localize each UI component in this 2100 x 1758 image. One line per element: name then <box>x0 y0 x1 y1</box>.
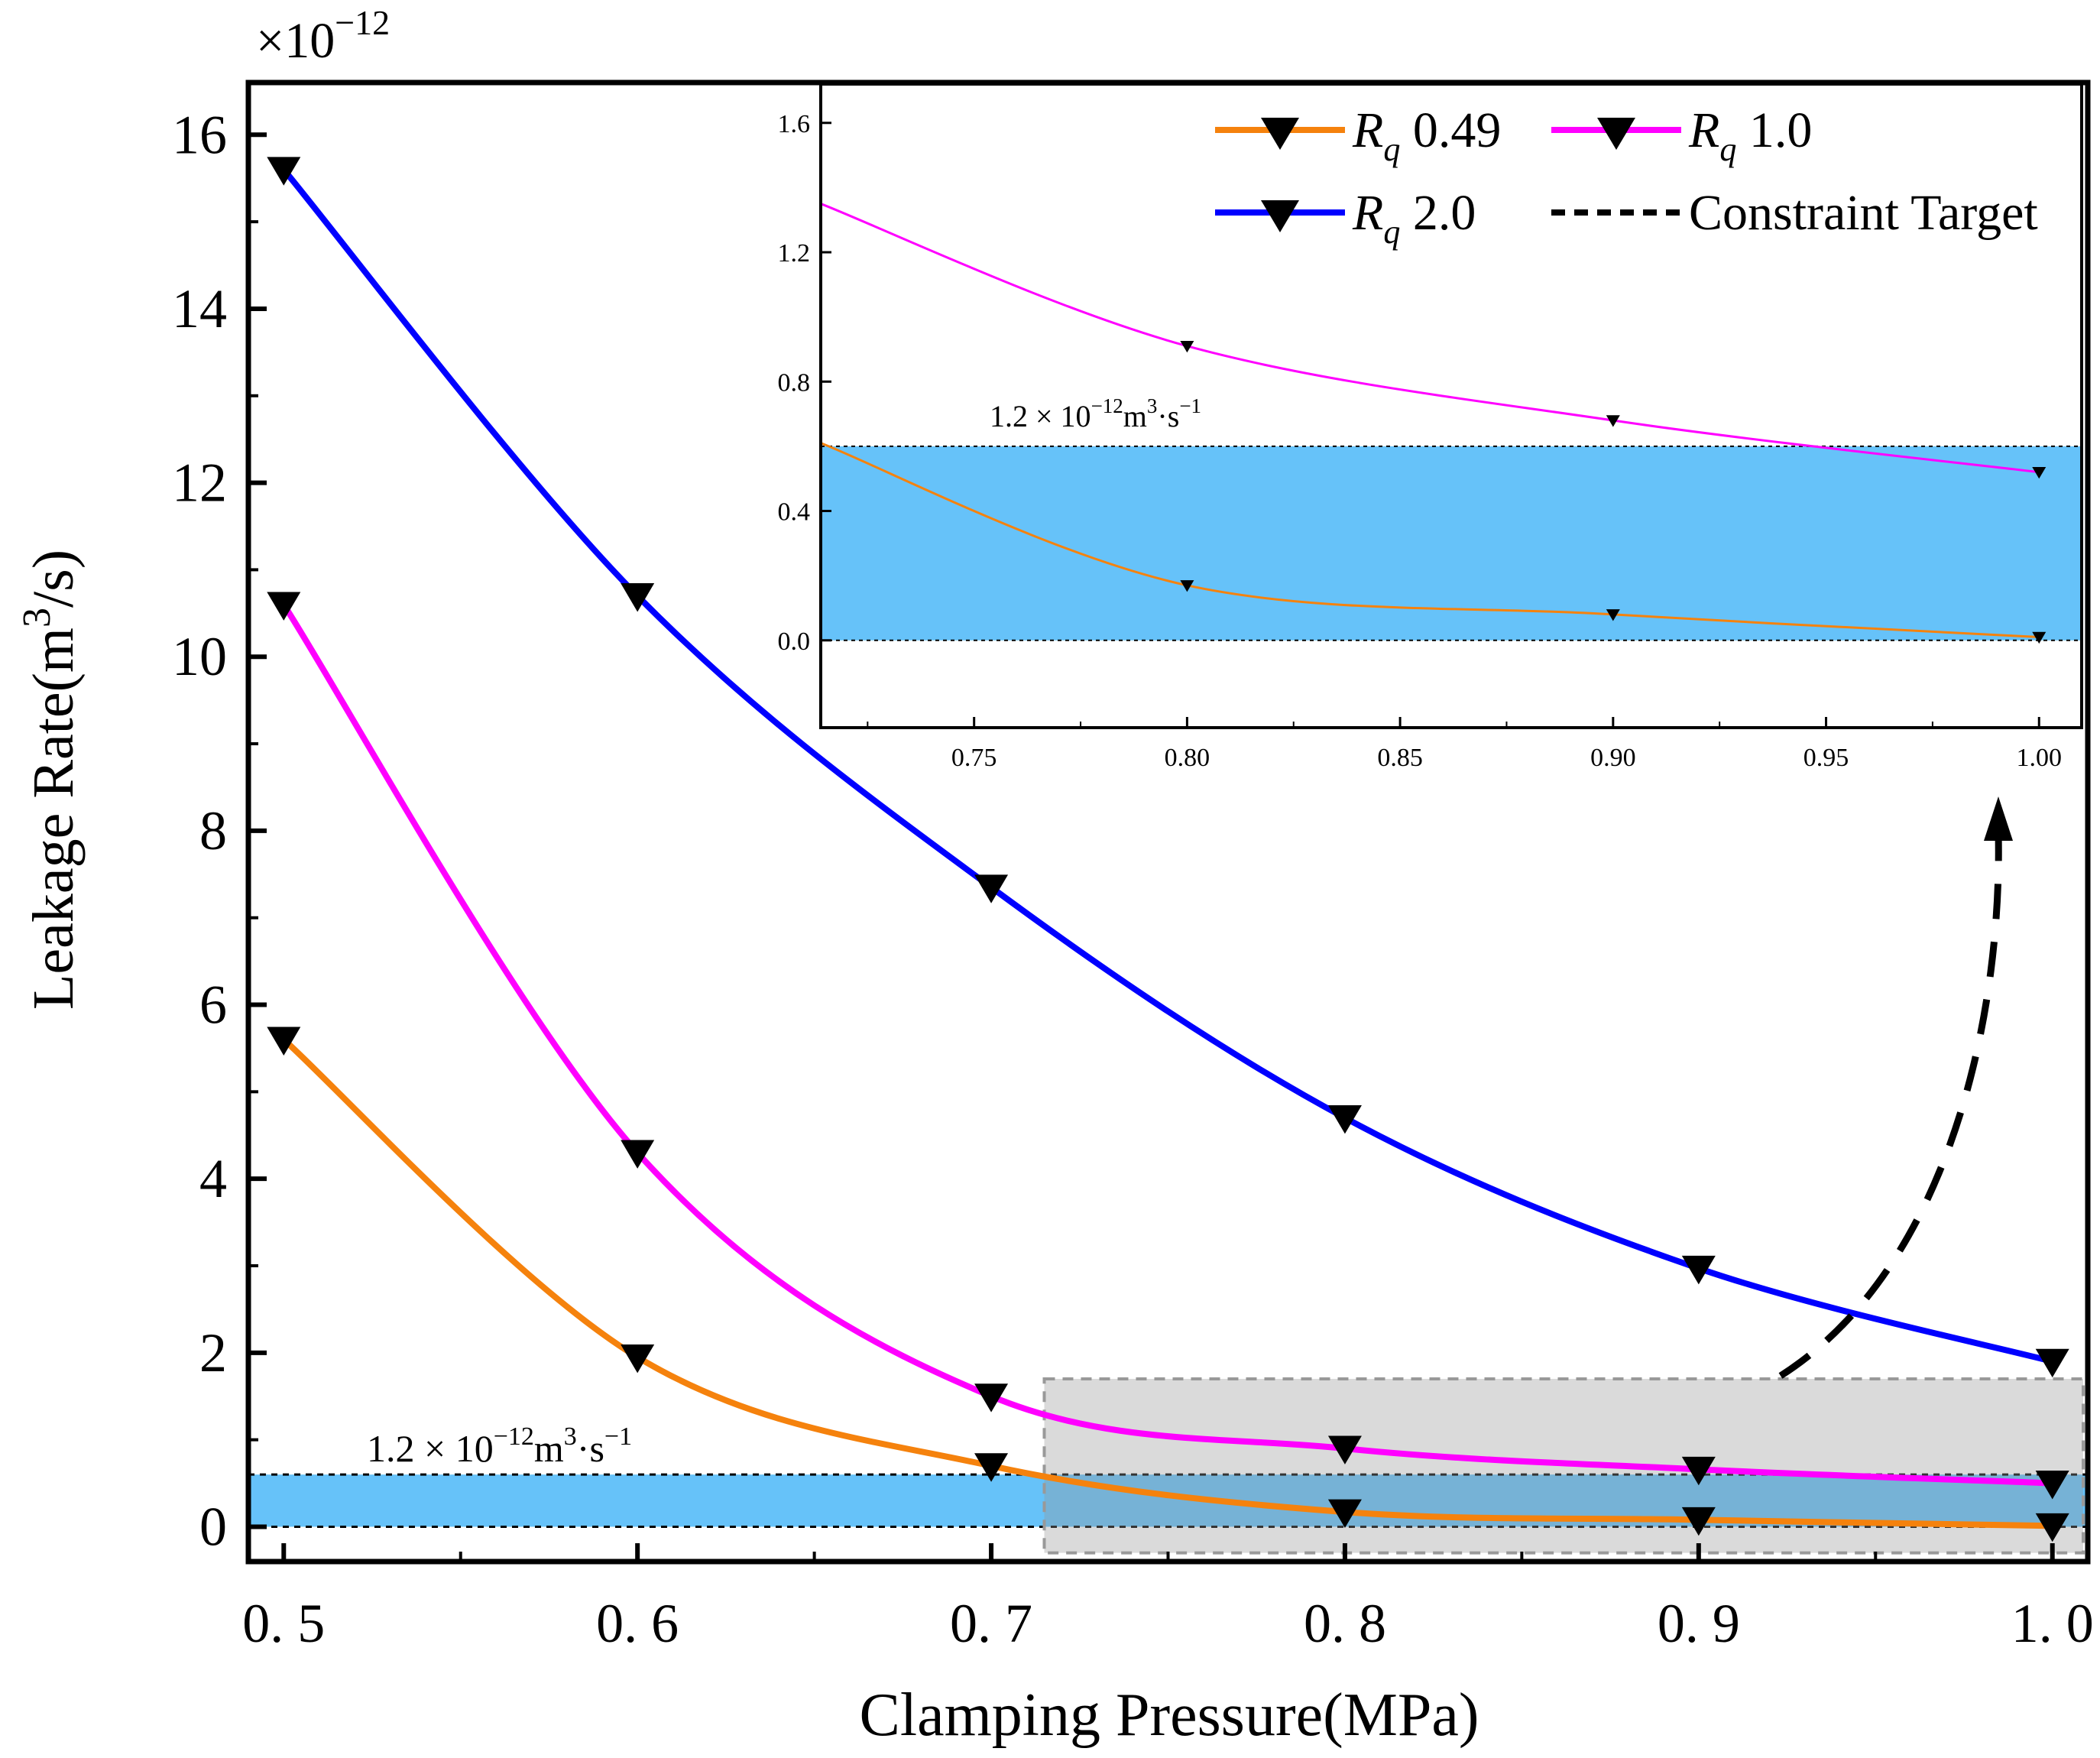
inset-series-rq-1-0 <box>820 203 2047 479</box>
inset-constraint-label: 1.2 × 10−12m3·s−1 <box>990 394 1201 433</box>
inset-series-lines-layer <box>820 203 2047 644</box>
series-line-rq-2-0 <box>281 167 2053 1365</box>
series-rq-0-49 <box>267 1027 2069 1542</box>
y-tick-label-10: 10 <box>172 626 227 687</box>
marker-rq-1-0-0.9 <box>1681 1456 1716 1486</box>
marker-rq-1-0-1 <box>2035 1471 2069 1500</box>
marker-rq-1-0-0.6 <box>621 1140 655 1169</box>
x-tick-label-0.5: 0. 5 <box>242 1593 325 1654</box>
legend-label-rq-20: Rq 2.0 <box>1352 185 1476 251</box>
x-axis-label: Clamping Pressure(MPa) <box>859 1682 1479 1749</box>
x-tick-label-0.8: 0. 8 <box>1304 1593 1386 1654</box>
legend-marker-rq-049 <box>1261 118 1299 150</box>
series-line-rq-1-0 <box>280 602 2053 1487</box>
marker-rq-0-49-1 <box>2035 1513 2069 1542</box>
marker-rq-2-0-0.7 <box>974 874 1009 903</box>
inset-plot-frame <box>819 83 2083 729</box>
marker-rq-0-49-0.5 <box>267 1027 301 1056</box>
legend-item-rq-049: Rq 0.49 <box>1215 102 1501 168</box>
legend-marker-rq-20 <box>1261 200 1299 232</box>
inset-x-tick-label-0.85: 0.85 <box>1377 744 1423 772</box>
marker-rq-2-0-1 <box>2035 1348 2069 1378</box>
y-tick-label-8: 8 <box>199 800 227 861</box>
inset-marker-rq-1-0-0.9 <box>1606 415 1620 427</box>
inset-series-line-rq-0-49 <box>820 442 2040 639</box>
legend-item-rq-10: Rq 1.0 <box>1551 102 1812 168</box>
legend-label-constraint: Constraint Target <box>1689 185 2038 241</box>
y-tick-label-6: 6 <box>199 975 227 1036</box>
inset-x-tick-label-0.95: 0.95 <box>1803 744 1849 772</box>
inset-y-tick-label-0: 0.0 <box>778 628 811 656</box>
y-tick-label-12: 12 <box>172 452 227 514</box>
x-tick-label-0.9: 0. 9 <box>1658 1593 1740 1654</box>
main-constraint-band-layer <box>248 1473 2088 1528</box>
main-constraint-band <box>248 1474 2088 1527</box>
main-axes-layer: 0 2 4 6 8 10 12 14 16 0. 5 0. 6 0. 7 0. 8 0. 9 1. 0 <box>172 79 2094 1654</box>
x-tick-label-1: 1. 0 <box>2011 1593 2094 1654</box>
inset-marker-rq-0-49-1 <box>2032 631 2047 644</box>
legend-item-rq-20: Rq 2.0 <box>1215 185 1476 251</box>
inset-marker-rq-1-0-1 <box>2032 466 2047 479</box>
y-tick-label-16: 16 <box>172 104 227 165</box>
y-axis-label: Leakage Rate(m3/s) <box>15 550 86 1010</box>
y-tick-label-4: 4 <box>199 1148 227 1209</box>
x-tick-label-0.6: 0. 6 <box>596 1593 679 1654</box>
marker-rq-2-0-0.6 <box>621 583 655 612</box>
inset-y-tick-label-1.6: 1.6 <box>778 110 811 138</box>
inset-x-tick-label-0.9: 0.90 <box>1590 744 1636 772</box>
inset-x-tick-label-0.8: 0.80 <box>1165 744 1210 772</box>
inset-series-line-rq-1-0 <box>820 203 2040 474</box>
marker-rq-1-0-0.8 <box>1327 1435 1362 1464</box>
y-tick-label-0: 0 <box>199 1496 227 1557</box>
legend-marker-rq-10 <box>1597 118 1635 150</box>
marker-rq-0-49-0.9 <box>1681 1507 1716 1536</box>
legend: Rq 0.49 Rq 1.0 Rq 2.0 Constraint Target <box>1215 102 2038 251</box>
series-rq-2-0 <box>267 157 2069 1378</box>
inset-constraint-band-layer <box>821 445 2082 641</box>
legend-label-rq-10: Rq 1.0 <box>1688 102 1812 168</box>
zoom-arrow-head <box>1984 796 2013 841</box>
inset-x-tick-label-0.75: 0.75 <box>951 744 997 772</box>
inset-constraint-band <box>821 446 2082 641</box>
inset-y-tick-label-0.8: 0.8 <box>778 368 811 397</box>
series-rq-1-0 <box>267 592 2069 1500</box>
inset-marker-rq-1-0-0.8 <box>1180 340 1194 353</box>
main-series-lines-layer <box>267 157 2069 1542</box>
inset-marker-rq-0-49-0.9 <box>1606 609 1620 621</box>
y-tick-label-2: 2 <box>199 1322 227 1383</box>
y-multiplier-label: ×10−12 <box>256 3 390 69</box>
marker-rq-2-0-0.8 <box>1327 1105 1362 1134</box>
legend-item-constraint: Constraint Target <box>1551 185 2038 241</box>
x-tick-label-0.7: 0. 7 <box>950 1593 1032 1654</box>
marker-rq-2-0-0.9 <box>1681 1255 1716 1285</box>
main-constraint-label: 1.2 × 10−12m3·s−1 <box>367 1422 632 1470</box>
inset-axes-layer: 0.0 0.4 0.8 1.2 1.6 0.75 0.80 0.85 0.90 0.95 1.00 <box>778 83 2083 772</box>
inset-x-tick-label-1: 1.00 <box>2017 744 2063 772</box>
legend-label-rq-049: Rq 0.49 <box>1352 102 1501 168</box>
inset-marker-rq-0-49-0.8 <box>1180 580 1194 592</box>
series-line-rq-0-49 <box>281 1037 2053 1529</box>
marker-rq-1-0-0.5 <box>267 592 301 621</box>
zoom-arrow-path <box>1778 832 2002 1379</box>
marker-rq-0-49-0.7 <box>974 1453 1009 1482</box>
inset-y-tick-label-0.4: 0.4 <box>778 498 811 527</box>
y-tick-label-14: 14 <box>172 278 227 339</box>
marker-rq-0-49-0.6 <box>621 1344 655 1374</box>
marker-rq-1-0-0.7 <box>974 1383 1009 1413</box>
marker-rq-2-0-0.5 <box>267 157 301 186</box>
marker-rq-0-49-0.8 <box>1327 1499 1362 1529</box>
inset-series-rq-0-49 <box>820 442 2047 644</box>
inset-y-tick-label-1.2: 1.2 <box>778 239 811 268</box>
